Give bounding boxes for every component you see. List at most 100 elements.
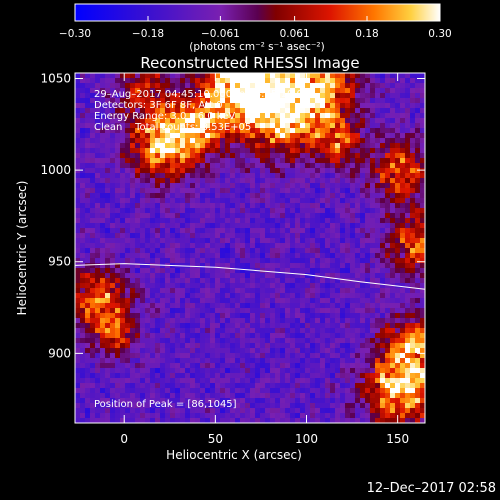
heatmap-cell [95,93,101,99]
heatmap-cell [260,188,266,194]
heatmap-cell [115,353,121,359]
heatmap-cell [145,93,151,99]
heatmap-cell [370,338,376,344]
heatmap-cell [220,283,226,289]
heatmap-cell [115,213,121,219]
heatmap-cell [345,118,351,124]
heatmap-cell [275,368,281,374]
heatmap-cell [75,388,81,394]
heatmap-cell [135,353,141,359]
heatmap-cell [160,323,166,329]
heatmap-cell [80,118,86,124]
heatmap-cell [210,88,216,94]
heatmap-cell [405,118,411,124]
heatmap-cell [175,88,181,94]
heatmap-cell [245,128,251,134]
heatmap-cell [420,83,425,89]
heatmap-cell [370,173,376,179]
heatmap-cell [150,303,156,309]
heatmap-cell [175,318,181,324]
heatmap-cell [210,248,216,254]
heatmap-cell [305,178,311,184]
heatmap-cell [365,138,371,144]
heatmap-cell [225,393,231,399]
heatmap-cell [395,163,401,169]
heatmap-cell [120,158,126,164]
heatmap-cell [310,263,316,269]
heatmap-cell [200,333,206,339]
heatmap-cell [345,98,351,104]
heatmap-cell [90,103,96,109]
heatmap-cell [290,118,296,124]
heatmap-cell [150,108,156,114]
heatmap-cell [420,78,425,84]
heatmap-cell [395,223,401,229]
heatmap-cell [115,153,121,159]
heatmap-cell [130,133,136,139]
heatmap-cell [295,168,301,174]
heatmap-cell [145,183,151,189]
heatmap-cell [270,403,276,409]
heatmap-cell [385,248,391,254]
heatmap-cell [205,408,211,414]
heatmap-cell [270,148,276,154]
heatmap-cell [255,313,261,319]
heatmap-cell [240,373,246,379]
heatmap-cell [380,273,386,279]
heatmap-cell [290,298,296,304]
heatmap-cell [325,313,331,319]
heatmap-cell [415,268,421,274]
heatmap-cell [215,78,221,84]
heatmap-cell [130,143,136,149]
heatmap-cell [405,323,411,329]
heatmap-cell [350,293,356,299]
heatmap-cell [220,318,226,324]
heatmap-cell [105,363,111,369]
heatmap-cell [355,93,361,99]
heatmap-cell [90,183,96,189]
heatmap-cell [220,393,226,399]
heatmap-cell [295,278,301,284]
heatmap-cell [190,338,196,344]
heatmap-cell [295,113,301,119]
heatmap-cell [340,353,346,359]
heatmap-cell [365,268,371,274]
heatmap-cell [225,258,231,264]
heatmap-cell [360,128,366,134]
heatmap-cell [270,313,276,319]
heatmap-cell [130,378,136,384]
info-text-block: 29–Aug–2017 04:45:10.000 to 04:55:10.000… [94,89,316,133]
heatmap-cell [255,318,261,324]
heatmap-cell [85,258,91,264]
heatmap-cell [190,268,196,274]
heatmap-cell [370,98,376,104]
heatmap-cell [185,278,191,284]
heatmap-cell [260,128,266,134]
heatmap-cell [340,168,346,174]
heatmap-cell [345,273,351,279]
heatmap-cell [305,233,311,239]
heatmap-cell [420,393,425,399]
heatmap-cell [160,188,166,194]
heatmap-cell [370,218,376,224]
heatmap-cell [190,73,196,79]
heatmap-cell [190,418,196,423]
heatmap-cell [150,408,156,414]
heatmap-cell [140,113,146,119]
heatmap-cell [405,203,411,209]
heatmap-cell [95,198,101,204]
heatmap-cell [405,183,411,189]
heatmap-cell [140,308,146,314]
heatmap-cell [240,168,246,174]
heatmap-cell [100,293,106,299]
heatmap-cell [80,248,86,254]
heatmap-cell [110,178,116,184]
heatmap-cell [410,263,416,269]
heatmap-cell [220,103,226,109]
heatmap-cell [245,218,251,224]
heatmap-cell [275,363,281,369]
heatmap-cell [185,258,191,264]
heatmap-cell [255,153,261,159]
heatmap-cell [190,393,196,399]
heatmap-cell [205,228,211,234]
